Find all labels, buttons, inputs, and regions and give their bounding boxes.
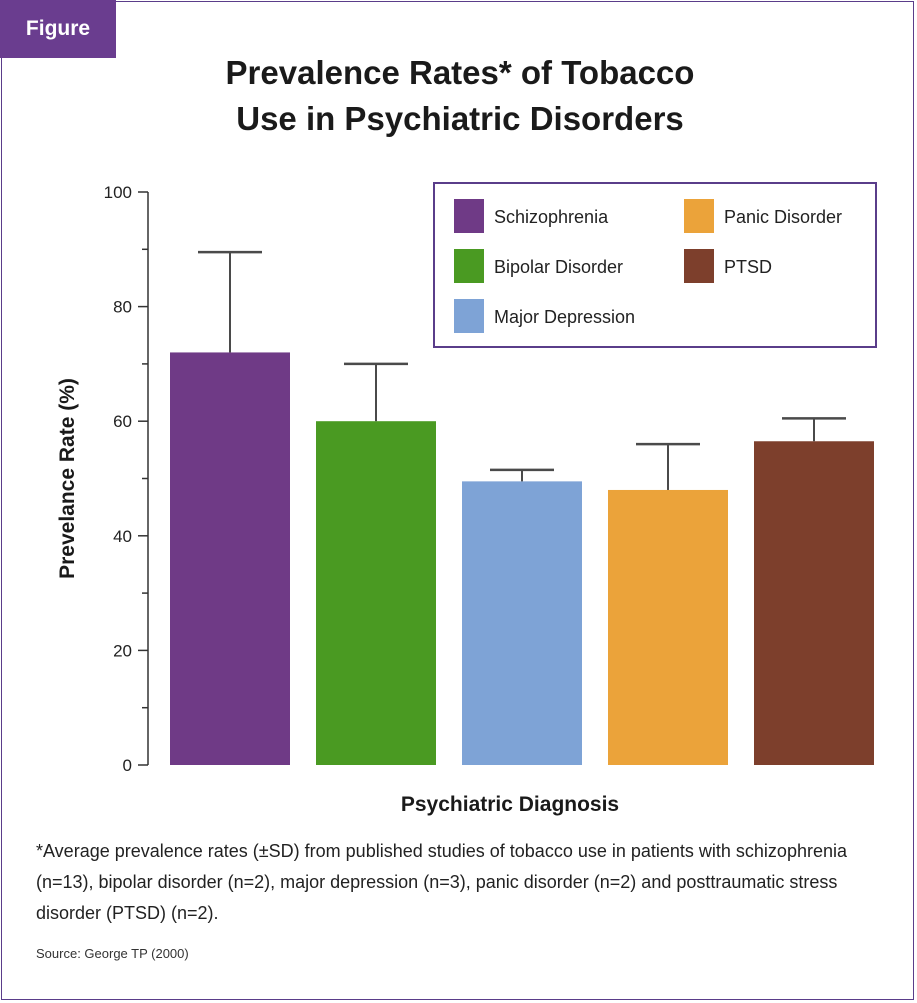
y-tick-label: 40 (113, 527, 132, 546)
legend-label: Schizophrenia (494, 207, 609, 227)
bar-panic-disorder (608, 489, 728, 765)
bar-major-depression (462, 481, 582, 765)
y-tick-label: 80 (113, 298, 132, 317)
legend-swatch (454, 249, 484, 283)
bar-schizophrenia (170, 352, 290, 765)
footnote: *Average prevalence rates (±SD) from pub… (36, 841, 847, 923)
chart-title-line-2: Use in Psychiatric Disorders (236, 100, 684, 137)
bar-ptsd (754, 441, 874, 765)
bar-bipolar-disorder (316, 421, 436, 765)
source-note: Source: George TP (2000) (36, 946, 189, 961)
legend-swatch (454, 199, 484, 233)
y-tick-label: 0 (123, 756, 132, 775)
legend-label: Major Depression (494, 307, 635, 327)
chart-title: Prevalence Rates* of Tobacco Use in Psyc… (140, 50, 780, 142)
legend-swatch (454, 299, 484, 333)
y-tick-label: 100 (104, 183, 132, 202)
legend-label: PTSD (724, 257, 772, 277)
legend-box (433, 182, 877, 348)
x-axis-label: Psychiatric Diagnosis (401, 793, 619, 816)
figure-label: Figure (0, 0, 116, 58)
y-axis-label: Prevelance Rate (%) (56, 378, 79, 579)
legend-label: Bipolar Disorder (494, 257, 623, 277)
legend-swatch (684, 199, 714, 233)
y-tick-label: 20 (113, 641, 132, 660)
legend-label: Panic Disorder (724, 207, 842, 227)
chart-title-line-1: Prevalence Rates* of Tobacco (225, 54, 695, 91)
bar-chart: 0 20 40 60 80 100 Prevelance Rate (%) Psychiatr… (56, 182, 877, 816)
legend-swatch (684, 249, 714, 283)
y-tick-label: 60 (113, 412, 132, 431)
